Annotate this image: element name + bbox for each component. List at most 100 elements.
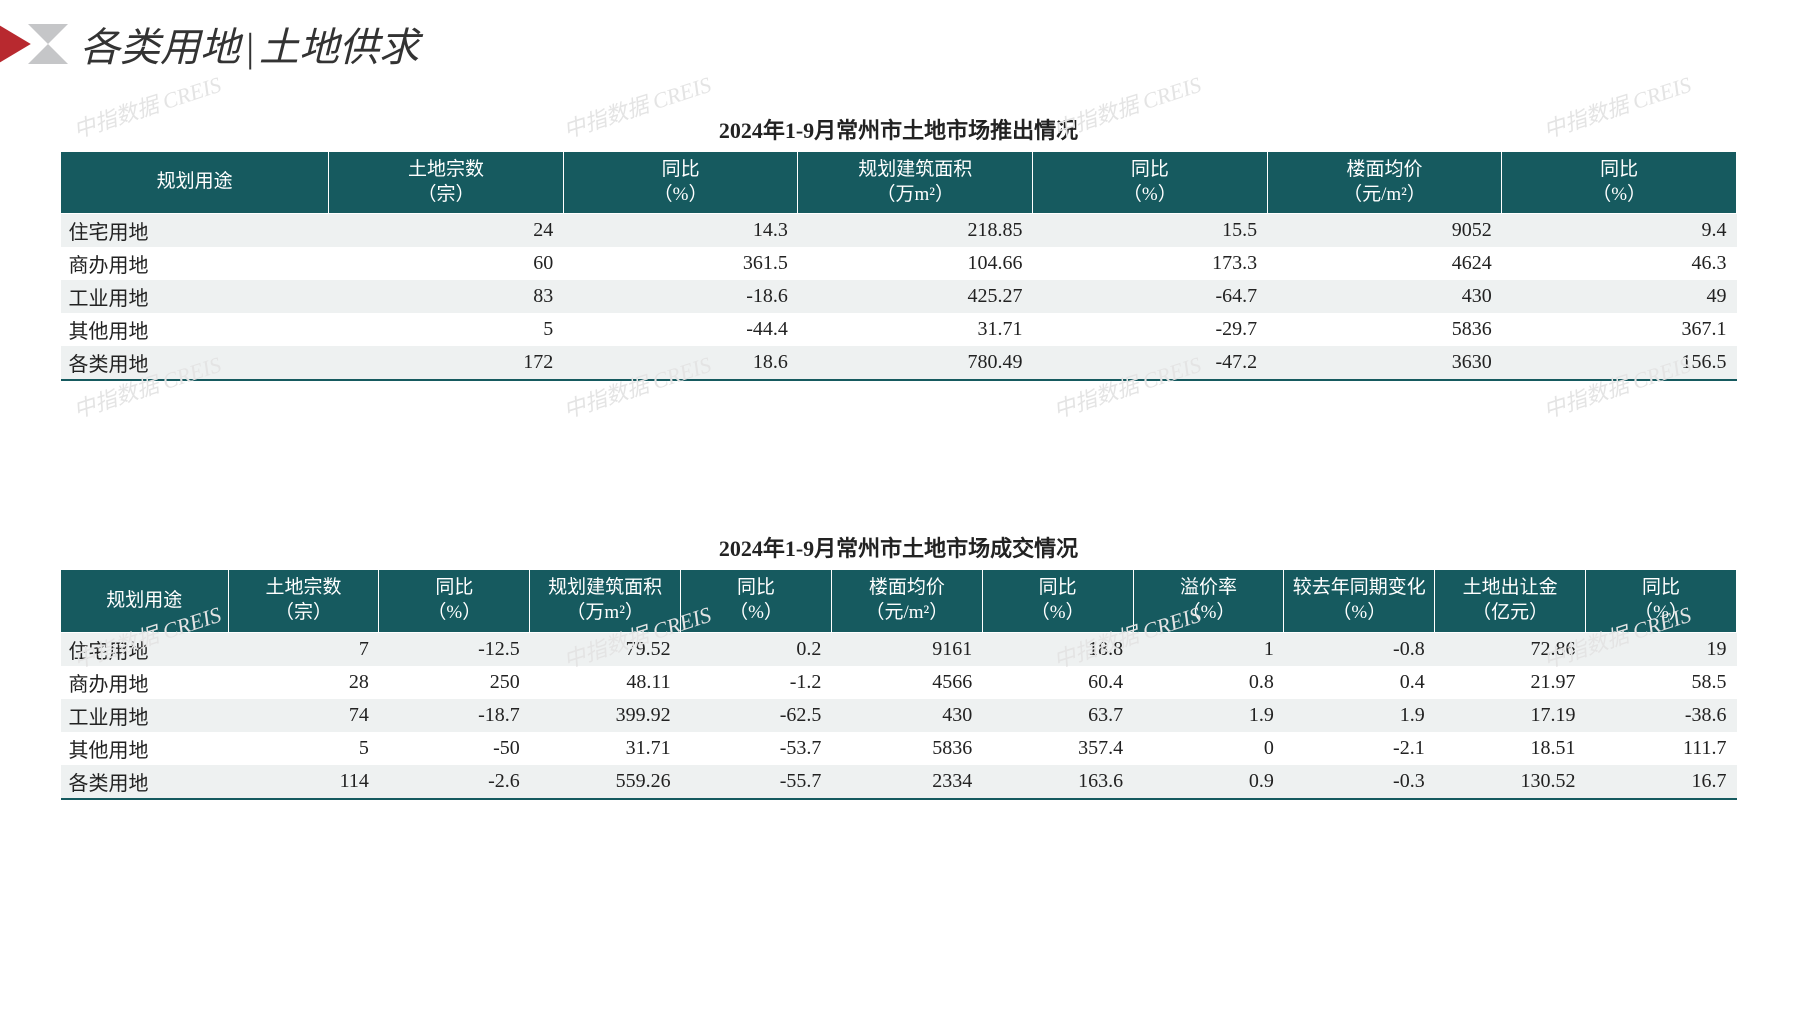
- table1-cell: 9052: [1267, 214, 1502, 248]
- table2-cell: -38.6: [1586, 699, 1737, 732]
- table2-col-2: 同比（%）: [379, 570, 530, 632]
- table-row: 住宅用地7-12.579.520.2916118.81-0.872.8619: [61, 632, 1737, 666]
- table2-cell: 21.97: [1435, 666, 1586, 699]
- table2-cell: 111.7: [1586, 732, 1737, 765]
- table1-cell: 218.85: [798, 214, 1033, 248]
- table1-col-3: 规划建筑面积（万m²）: [798, 152, 1033, 214]
- table2-cell: 4566: [831, 666, 982, 699]
- table2-cell: 0.2: [681, 632, 832, 666]
- table2-col-5: 楼面均价（元/m²）: [831, 570, 982, 632]
- table-row: 商办用地2825048.11-1.2456660.40.80.421.9758.…: [61, 666, 1737, 699]
- table2-cell: 430: [831, 699, 982, 732]
- table1-cell: 46.3: [1502, 247, 1737, 280]
- table2-cell: 18.8: [982, 632, 1133, 666]
- table1-cell: 工业用地: [61, 280, 329, 313]
- table2-cell: 60.4: [982, 666, 1133, 699]
- table2-cell: 130.52: [1435, 765, 1586, 799]
- table1-cell: -44.4: [563, 313, 798, 346]
- table2: 规划用途土地宗数（宗）同比（%）规划建筑面积（万m²）同比（%）楼面均价（元/m…: [60, 569, 1737, 799]
- table2-cell: 0.9: [1133, 765, 1284, 799]
- table1-cell: 173.3: [1033, 247, 1268, 280]
- page-header: 各类用地|土地供求: [0, 0, 1797, 73]
- table1-cell: 9.4: [1502, 214, 1737, 248]
- table1-cell: 4624: [1267, 247, 1502, 280]
- table2-cell: 0.8: [1133, 666, 1284, 699]
- table1-col-1: 土地宗数（宗）: [329, 152, 564, 214]
- table2-cell: -2.1: [1284, 732, 1435, 765]
- table1-cell: 3630: [1267, 346, 1502, 380]
- table1-col-5: 楼面均价（元/m²）: [1267, 152, 1502, 214]
- table1-cell: 49: [1502, 280, 1737, 313]
- table2-col-9: 土地出让金（亿元）: [1435, 570, 1586, 632]
- table1-cell: 31.71: [798, 313, 1033, 346]
- table2-cell: 399.92: [530, 699, 681, 732]
- table2-cell: 17.19: [1435, 699, 1586, 732]
- table2-header-row: 规划用途土地宗数（宗）同比（%）规划建筑面积（万m²）同比（%）楼面均价（元/m…: [61, 570, 1737, 632]
- table1-col-0: 规划用途: [61, 152, 329, 214]
- table2-col-6: 同比（%）: [982, 570, 1133, 632]
- table2-cell: 74: [228, 699, 379, 732]
- table2-cell: 79.52: [530, 632, 681, 666]
- table2-col-0: 规划用途: [61, 570, 229, 632]
- table1-col-2: 同比（%）: [563, 152, 798, 214]
- table2-cell: 0: [1133, 732, 1284, 765]
- table1-cell: 5836: [1267, 313, 1502, 346]
- table2-col-3: 规划建筑面积（万m²）: [530, 570, 681, 632]
- table1-cell: 18.6: [563, 346, 798, 380]
- table2-cell: 58.5: [1586, 666, 1737, 699]
- table1-cell: 367.1: [1502, 313, 1737, 346]
- table1-cell: 其他用地: [61, 313, 329, 346]
- table-row: 各类用地17218.6780.49-47.23630156.5: [61, 346, 1737, 380]
- table2-title: 2024年1-9月常州市土地市场成交情况: [60, 531, 1737, 563]
- table2-cell: -0.8: [1284, 632, 1435, 666]
- logo-icon: [0, 24, 70, 64]
- table2-col-10: 同比（%）: [1586, 570, 1737, 632]
- table-row: 其他用地5-5031.71-53.75836357.40-2.118.51111…: [61, 732, 1737, 765]
- table2-cell: -55.7: [681, 765, 832, 799]
- table2-cell: 19: [1586, 632, 1737, 666]
- table1-cell: -29.7: [1033, 313, 1268, 346]
- table1-cell: 361.5: [563, 247, 798, 280]
- table1-cell: -47.2: [1033, 346, 1268, 380]
- title-divider: |: [244, 25, 255, 70]
- table1-cell: 172: [329, 346, 564, 380]
- table2-cell: 1: [1133, 632, 1284, 666]
- table2-cell: 工业用地: [61, 699, 229, 732]
- title-part1: 各类用地: [80, 25, 240, 70]
- table2-col-7: 溢价率（%）: [1133, 570, 1284, 632]
- table1-cell: 60: [329, 247, 564, 280]
- table1: 规划用途土地宗数（宗）同比（%）规划建筑面积（万m²）同比（%）楼面均价（元/m…: [60, 151, 1737, 381]
- table2-cell: 住宅用地: [61, 632, 229, 666]
- table2-cell: -18.7: [379, 699, 530, 732]
- table1-cell: 24: [329, 214, 564, 248]
- table2-cell: 1.9: [1284, 699, 1435, 732]
- table2-cell: 5: [228, 732, 379, 765]
- table1-col-4: 同比（%）: [1033, 152, 1268, 214]
- table2-cell: 0.4: [1284, 666, 1435, 699]
- page-title: 各类用地|土地供求: [80, 15, 419, 73]
- table2-cell: 28: [228, 666, 379, 699]
- table1-title: 2024年1-9月常州市土地市场推出情况: [60, 113, 1737, 145]
- table2-cell: -2.6: [379, 765, 530, 799]
- table2-cell: 357.4: [982, 732, 1133, 765]
- table2-cell: 5836: [831, 732, 982, 765]
- table2-cell: -53.7: [681, 732, 832, 765]
- table2-cell: 63.7: [982, 699, 1133, 732]
- table-row: 各类用地114-2.6559.26-55.72334163.60.9-0.313…: [61, 765, 1737, 799]
- table1-header-row: 规划用途土地宗数（宗）同比（%）规划建筑面积（万m²）同比（%）楼面均价（元/m…: [61, 152, 1737, 214]
- table1-cell: 14.3: [563, 214, 798, 248]
- table-row: 工业用地74-18.7399.92-62.543063.71.91.917.19…: [61, 699, 1737, 732]
- table1-cell: 780.49: [798, 346, 1033, 380]
- table1-cell: 商办用地: [61, 247, 329, 280]
- table-row: 其他用地5-44.431.71-29.75836367.1: [61, 313, 1737, 346]
- table2-cell: -0.3: [1284, 765, 1435, 799]
- table2-body: 住宅用地7-12.579.520.2916118.81-0.872.8619商办…: [61, 632, 1737, 799]
- table1-cell: 5: [329, 313, 564, 346]
- content-area: 2024年1-9月常州市土地市场推出情况 规划用途土地宗数（宗）同比（%）规划建…: [0, 73, 1797, 800]
- table2-cell: 559.26: [530, 765, 681, 799]
- table2-cell: 48.11: [530, 666, 681, 699]
- table2-cell: 250: [379, 666, 530, 699]
- table2-cell: 16.7: [1586, 765, 1737, 799]
- table2-cell: 1.9: [1133, 699, 1284, 732]
- table1-cell: 各类用地: [61, 346, 329, 380]
